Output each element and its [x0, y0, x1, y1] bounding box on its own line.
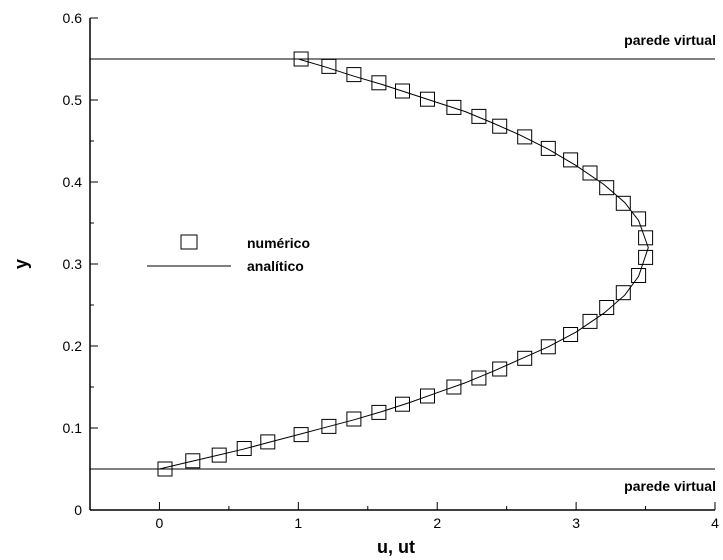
- numeric-point: [582, 165, 598, 181]
- numeric-point: [185, 453, 201, 469]
- numeric-point: [563, 327, 579, 342]
- numeric-point: [395, 396, 410, 412]
- numeric-point: [293, 427, 309, 443]
- numeric-point: [293, 51, 309, 67]
- numeric-point: [260, 434, 276, 450]
- y-axis-title: y: [11, 259, 31, 269]
- x-tick-label: 3: [572, 515, 580, 531]
- legend-label-analytic: analítico: [247, 258, 304, 274]
- numeric-point: [517, 350, 533, 366]
- x-tick-label: 1: [294, 515, 302, 531]
- y-axis-ticks: 0 0.1 0.2 0.3 0.4 0.5 0.6: [63, 10, 98, 518]
- numeric-point: [638, 249, 654, 265]
- numeric-point: [540, 339, 556, 355]
- numeric-point: [420, 91, 435, 107]
- numeric-point: [615, 195, 631, 211]
- wall-label-bottom: parede virtual: [624, 478, 716, 494]
- numeric-point: [492, 118, 508, 134]
- numeric-point: [631, 211, 647, 227]
- numeric-point: [471, 108, 487, 124]
- numeric-point: [321, 58, 337, 74]
- legend: numérico analítico: [147, 234, 310, 274]
- numeric-point: [582, 313, 598, 329]
- numeric-point: [395, 83, 410, 99]
- numeric-point: [371, 404, 387, 420]
- numeric-point: [563, 152, 579, 168]
- numeric-point: [346, 411, 362, 427]
- numeric-point: [321, 418, 337, 434]
- numeric-point: [371, 75, 387, 91]
- x-axis-title: u, ut: [377, 537, 415, 557]
- x-tick-label: 4: [711, 515, 719, 531]
- numeric-point: [211, 447, 227, 463]
- wall-lines: [90, 58, 715, 470]
- x-axis-ticks: 0 1 2 3 4: [89, 502, 719, 531]
- y-tick-label: 0.1: [63, 420, 83, 436]
- numeric-point: [540, 140, 556, 156]
- x-tick-label: 2: [433, 515, 441, 531]
- analytic-curve: [159, 58, 649, 470]
- numeric-markers: [157, 51, 654, 477]
- plot-frame: [89, 18, 715, 511]
- y-tick-label: 0.3: [63, 256, 83, 272]
- numeric-point: [638, 230, 654, 246]
- numeric-point: [599, 180, 615, 196]
- legend-square-marker: [180, 234, 198, 250]
- y-tick-label: 0.2: [63, 338, 83, 354]
- numeric-point: [471, 370, 487, 386]
- analytic-series-line: [159, 58, 649, 470]
- numeric-point: [420, 388, 435, 404]
- y-tick-label: 0.5: [63, 92, 83, 108]
- numeric-point: [446, 99, 462, 115]
- y-tick-label: 0.4: [63, 174, 83, 190]
- legend-label-numeric: numérico: [247, 235, 310, 251]
- numeric-point: [492, 361, 508, 377]
- numeric-point: [236, 441, 252, 456]
- wall-label-top: parede virtual: [624, 32, 716, 48]
- numeric-point: [446, 379, 462, 395]
- y-tick-label: 0: [74, 502, 82, 518]
- y-tick-label: 0.6: [63, 10, 83, 26]
- numeric-point: [157, 461, 173, 477]
- numeric-point: [517, 129, 533, 145]
- numeric-point: [599, 300, 615, 315]
- x-tick-label: 0: [156, 515, 164, 531]
- numeric-point: [615, 285, 631, 301]
- numeric-point: [631, 268, 647, 283]
- numeric-point: [346, 67, 362, 83]
